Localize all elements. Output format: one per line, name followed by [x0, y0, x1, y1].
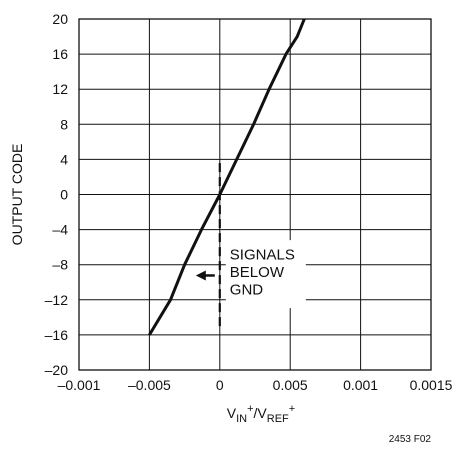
y-tick-label: 0: [60, 187, 68, 203]
x-axis-title-part: REF: [267, 413, 289, 425]
figure-code: 2453 F02: [389, 434, 432, 445]
x-axis-title-part: +: [289, 403, 295, 415]
x-tick-label: 0.001: [343, 377, 378, 393]
series-line: [148, 18, 306, 336]
tick-labels: –0.001 –0.005 0 0.005 0.001 0.0015 –20 –16 –12 –8…: [45, 11, 453, 393]
x-axis-title-part: V: [227, 405, 237, 421]
y-tick-label: 8: [60, 116, 68, 132]
plot-frame: [78, 18, 432, 371]
x-axis-title-part: +: [247, 403, 253, 415]
x-tick-label: –0.005: [128, 377, 171, 393]
y-tick-label: –4: [52, 222, 68, 238]
x-axis-title-part: /V: [254, 405, 268, 421]
y-tick-label: 20: [52, 11, 68, 27]
annotation-line-2: BELOW: [230, 264, 285, 281]
left-arrow-icon: [195, 270, 206, 281]
annotation-background: [225, 240, 306, 309]
y-tick-label: –12: [45, 292, 69, 308]
x-tick-label: –0.001: [58, 377, 101, 393]
x-tick-label: 0: [216, 377, 224, 393]
x-tick-label: 0.0015: [410, 377, 453, 393]
y-tick-label: –16: [45, 327, 69, 343]
annotation-line-1: SIGNALS: [230, 246, 295, 263]
annotation-line-3: GND: [230, 281, 263, 298]
x-tick-label: 0.005: [273, 377, 308, 393]
y-tick-label: –20: [45, 362, 69, 378]
y-tick-label: 12: [52, 81, 68, 97]
y-tick-label: 4: [60, 151, 68, 167]
y-axis-title: OUTPUT CODE: [9, 144, 25, 246]
x-axis-title: VIN+/VREF+: [227, 403, 295, 425]
grid: [79, 19, 431, 370]
x-axis-title-part: IN: [236, 413, 247, 425]
y-tick-label: 16: [52, 46, 68, 62]
y-tick-label: –8: [52, 257, 68, 273]
annotation-signals-below-gnd: SIGNALS BELOW GND: [195, 240, 306, 309]
